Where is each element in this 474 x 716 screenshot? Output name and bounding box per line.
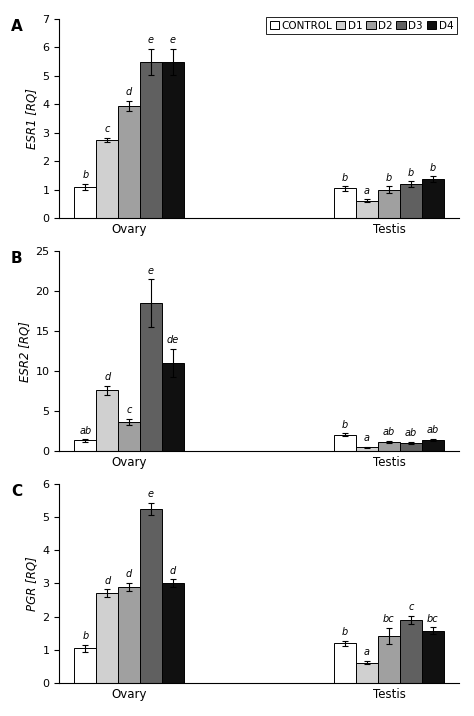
Legend: CONTROL, D1, D2, D3, D4: CONTROL, D1, D2, D3, D4 [266, 17, 457, 34]
Bar [162, 62, 184, 218]
Bar [96, 594, 118, 683]
Text: c: c [105, 124, 110, 134]
Bar [74, 440, 96, 451]
Text: d: d [126, 569, 132, 579]
Bar [162, 584, 184, 683]
Text: a: a [364, 185, 370, 195]
Text: d: d [126, 87, 132, 97]
Bar [162, 363, 184, 451]
Text: ab: ab [79, 425, 91, 435]
Bar [96, 390, 118, 451]
Bar [74, 187, 96, 218]
Y-axis label: ESR1 [RQ]: ESR1 [RQ] [25, 88, 38, 149]
Bar [334, 643, 356, 683]
Text: ab: ab [383, 427, 395, 437]
Bar [118, 587, 140, 683]
Text: de: de [167, 335, 179, 345]
Text: A: A [11, 19, 23, 34]
Y-axis label: ESR2 [RQ]: ESR2 [RQ] [18, 321, 31, 382]
Text: B: B [11, 251, 23, 266]
Bar [334, 188, 356, 218]
Bar [400, 620, 422, 683]
Bar [422, 631, 444, 683]
Bar [378, 636, 400, 683]
Text: b: b [82, 170, 89, 180]
Bar [96, 140, 118, 218]
Text: e: e [148, 489, 154, 499]
Text: d: d [104, 372, 110, 382]
Text: b: b [342, 627, 348, 637]
Text: ab: ab [405, 428, 417, 438]
Bar [118, 106, 140, 218]
Bar [422, 179, 444, 218]
Bar [378, 190, 400, 218]
Text: a: a [364, 647, 370, 657]
Text: ab: ab [427, 425, 439, 435]
Bar [334, 435, 356, 451]
Text: b: b [82, 632, 89, 642]
Text: c: c [408, 602, 413, 612]
Text: e: e [148, 266, 154, 276]
Text: e: e [170, 35, 176, 45]
Bar [140, 303, 162, 451]
Text: d: d [104, 576, 110, 586]
Y-axis label: PGR [RQ]: PGR [RQ] [25, 556, 38, 611]
Text: bc: bc [383, 614, 395, 624]
Text: b: b [408, 168, 414, 178]
Text: C: C [11, 484, 22, 499]
Text: d: d [170, 566, 176, 576]
Bar [356, 200, 378, 218]
Bar [140, 508, 162, 683]
Text: bc: bc [427, 614, 438, 624]
Bar [140, 62, 162, 218]
Text: c: c [127, 405, 132, 415]
Text: b: b [386, 173, 392, 183]
Text: b: b [342, 173, 348, 183]
Bar [400, 442, 422, 451]
Text: b: b [429, 163, 436, 173]
Bar [422, 440, 444, 451]
Bar [356, 662, 378, 683]
Text: e: e [148, 35, 154, 45]
Bar [356, 448, 378, 451]
Bar [118, 422, 140, 451]
Bar [400, 184, 422, 218]
Bar [74, 648, 96, 683]
Text: b: b [342, 420, 348, 430]
Text: a: a [364, 433, 370, 443]
Bar [378, 442, 400, 451]
